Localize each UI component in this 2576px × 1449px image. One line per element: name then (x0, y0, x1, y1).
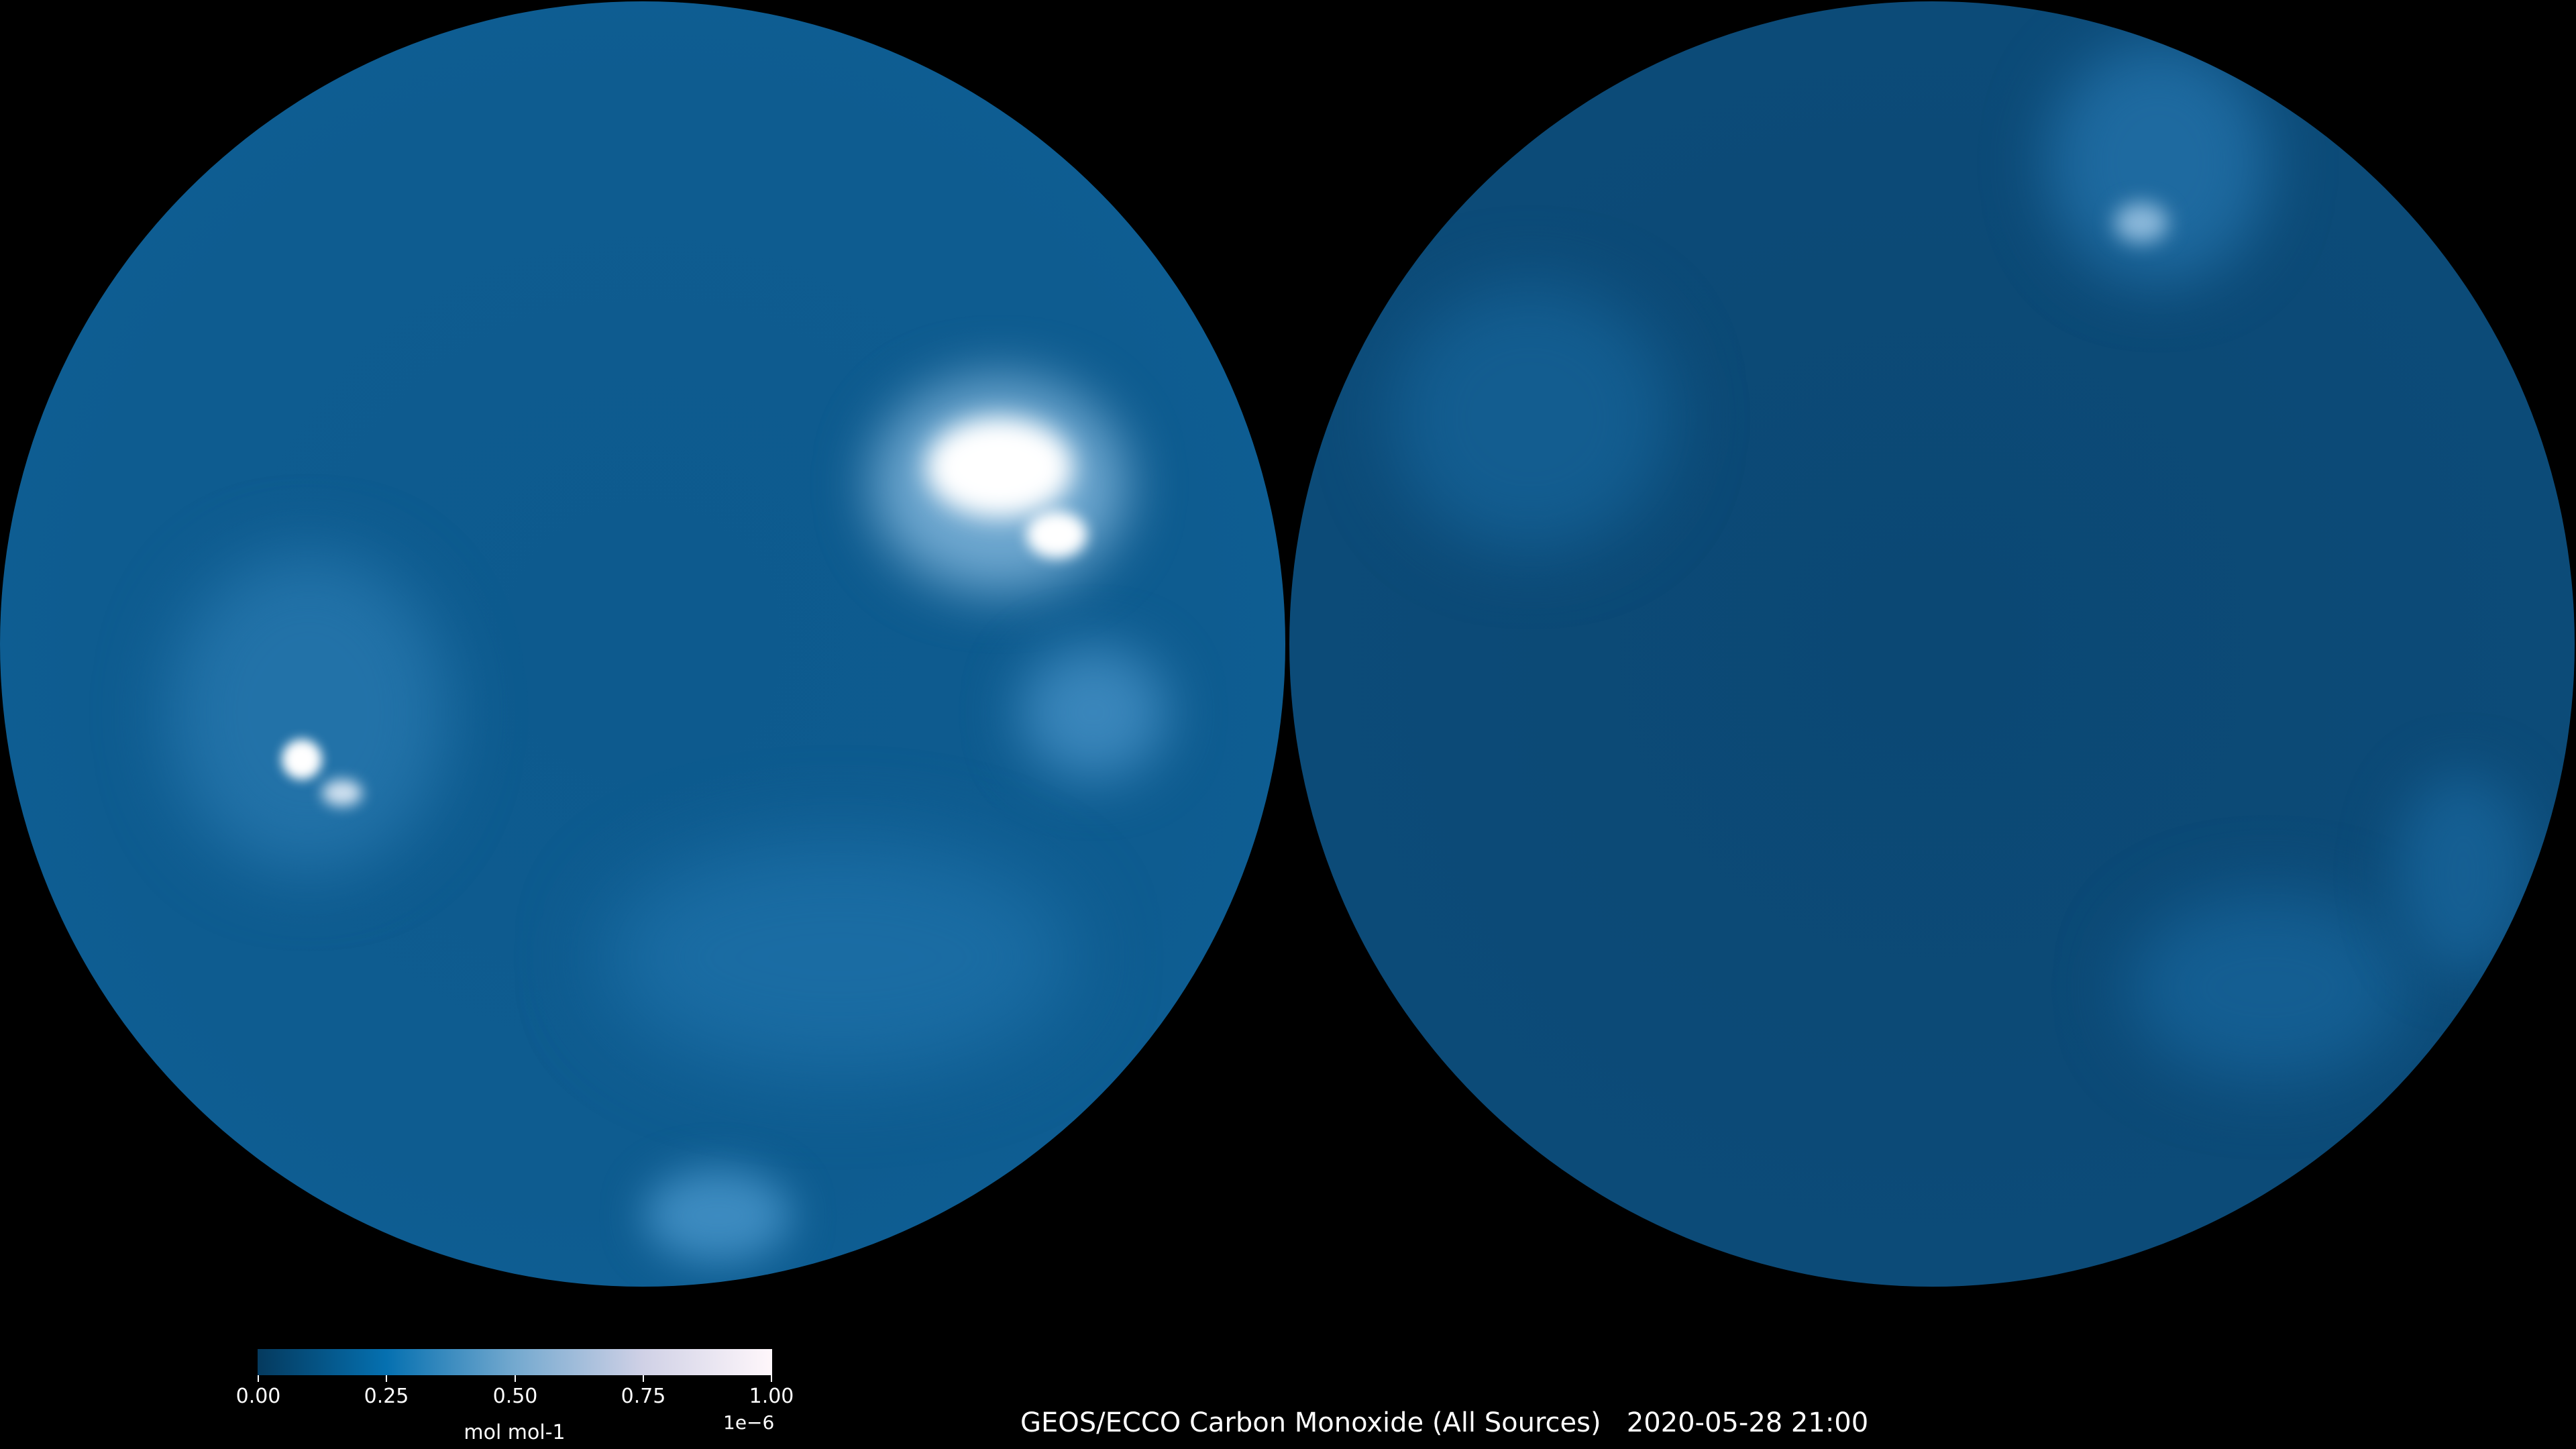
co-plume (1020, 645, 1167, 780)
colorbar-unit-label: mol mol-1 (464, 1421, 566, 1444)
co-plume (322, 780, 362, 806)
title-text: GEOS/ECCO Carbon Monoxide (All Sources) (1020, 1407, 1601, 1438)
colorbar-tick (643, 1375, 644, 1382)
co-plume (644, 1169, 792, 1263)
colorbar-tick-label: 0.25 (364, 1385, 409, 1408)
colorbar-tick (515, 1375, 516, 1382)
co-plume (1390, 283, 1672, 551)
co-plume (2128, 894, 2410, 1081)
colorbar-tick-label: 0.00 (235, 1385, 281, 1408)
co-plume (2114, 203, 2168, 243)
co-plume (1026, 511, 1087, 558)
colorbar-tick (258, 1375, 259, 1382)
globe-left-hemisphere (0, 1, 1285, 1287)
map-title: GEOS/ECCO Carbon Monoxide (All Sources) … (1020, 1407, 1868, 1438)
co-plume (282, 739, 322, 780)
timestamp: 2020-05-28 21:00 (1626, 1407, 1869, 1438)
co-plume (926, 417, 1073, 518)
colorbar-tick-label: 1.00 (749, 1385, 794, 1408)
colorbar-tick (771, 1375, 772, 1382)
colorbar-tick-label: 0.50 (492, 1385, 538, 1408)
colorbar-tick-label: 0.75 (621, 1385, 666, 1408)
globe-right-hemisphere (1289, 1, 2575, 1287)
co-plume (2047, 42, 2269, 283)
colorbar-tick (386, 1375, 387, 1382)
co-plume (604, 840, 1073, 1075)
colorbar (258, 1349, 772, 1375)
co-plume (2396, 773, 2530, 974)
colorbar-exponent: 1e−6 (723, 1411, 775, 1434)
co-plume (168, 551, 449, 873)
